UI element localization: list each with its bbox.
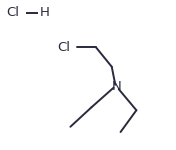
Text: N: N bbox=[112, 81, 122, 93]
Text: Cl: Cl bbox=[58, 41, 71, 54]
Text: H: H bbox=[40, 6, 50, 19]
Text: Cl: Cl bbox=[7, 6, 20, 19]
